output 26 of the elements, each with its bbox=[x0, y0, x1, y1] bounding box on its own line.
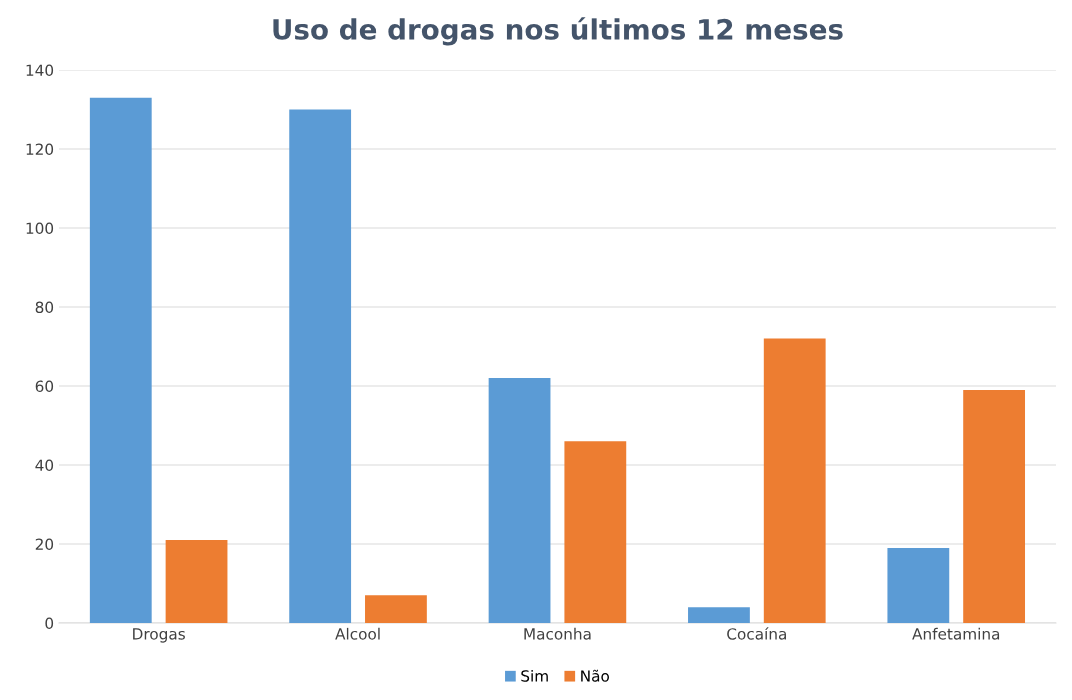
y-tick-label: 40 bbox=[35, 459, 54, 472]
bar bbox=[165, 540, 228, 623]
bar bbox=[963, 389, 1026, 623]
y-tick-label: 80 bbox=[35, 301, 54, 314]
x-tick-label: Drogas bbox=[133, 628, 185, 643]
bar bbox=[887, 547, 950, 623]
chart-title: Uso de drogas nos últimos 12 meses bbox=[273, 17, 843, 46]
legend-label: Não bbox=[581, 669, 609, 682]
y-tick-label: 100 bbox=[26, 222, 54, 235]
y-tick-label: 120 bbox=[26, 143, 54, 156]
x-tick-label: Maconha bbox=[524, 627, 591, 640]
x-tick-label: Alcool bbox=[335, 627, 380, 640]
bar bbox=[763, 338, 826, 623]
bar bbox=[89, 97, 152, 623]
bar bbox=[289, 109, 352, 623]
legend-label: Sim bbox=[521, 669, 548, 682]
y-tick-label: 140 bbox=[26, 64, 54, 77]
x-tick-label: Cocaína bbox=[727, 627, 786, 640]
x-tick-label: Anfetamina bbox=[912, 627, 1000, 640]
y-tick-label: 20 bbox=[35, 538, 54, 551]
y-tick-label: 0 bbox=[45, 617, 54, 630]
bar bbox=[688, 607, 750, 623]
bar bbox=[365, 595, 427, 623]
bar bbox=[564, 441, 627, 623]
y-tick-label: 60 bbox=[35, 380, 54, 393]
bar bbox=[488, 378, 551, 623]
